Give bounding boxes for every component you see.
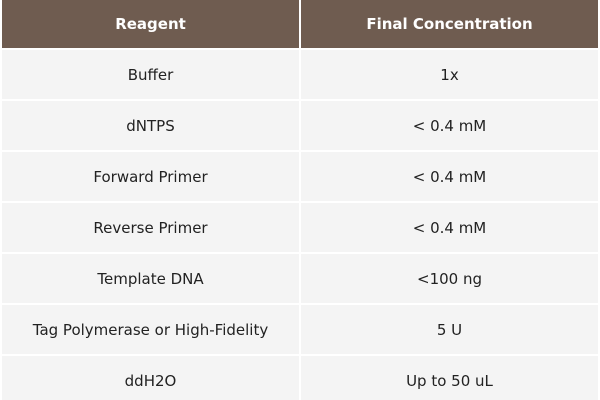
- table-cell: < 0.4 mM: [301, 101, 598, 150]
- table-cell: 1x: [301, 50, 598, 99]
- table-cell: 5 U: [301, 305, 598, 354]
- header-cell: Final Concentration: [301, 0, 598, 48]
- table-cell: dNTPS: [2, 101, 299, 150]
- table-cell: Template DNA: [2, 254, 299, 303]
- table-body: Buffer 1x dNTPS < 0.4 mM Forward Primer < 0.4…: [2, 50, 598, 400]
- table-row: Buffer 1x: [2, 50, 598, 99]
- table-row: Forward Primer < 0.4 mM: [2, 152, 598, 201]
- table-cell: <100 ng: [301, 254, 598, 303]
- table-row: dNTPS < 0.4 mM: [2, 101, 598, 150]
- table-cell: < 0.4 mM: [301, 152, 598, 201]
- table-cell: Up to 50 uL: [301, 356, 598, 400]
- table-row: Reverse Primer < 0.4 mM: [2, 203, 598, 252]
- table-cell: ddH2O: [2, 356, 299, 400]
- table-cell: < 0.4 mM: [301, 203, 598, 252]
- header-cell: Reagent: [2, 0, 299, 48]
- table-cell: Forward Primer: [2, 152, 299, 201]
- table-cell: Reverse Primer: [2, 203, 299, 252]
- table-row: ddH2O Up to 50 uL: [2, 356, 598, 400]
- table-row: Tag Polymerase or High-Fidelity 5 U: [2, 305, 598, 354]
- table-cell: Buffer: [2, 50, 299, 99]
- table-row: Template DNA <100 ng: [2, 254, 598, 303]
- table-cell: Tag Polymerase or High-Fidelity: [2, 305, 299, 354]
- table-header: Reagent Final Concentration: [2, 0, 598, 48]
- header-row: Reagent Final Concentration: [2, 0, 598, 48]
